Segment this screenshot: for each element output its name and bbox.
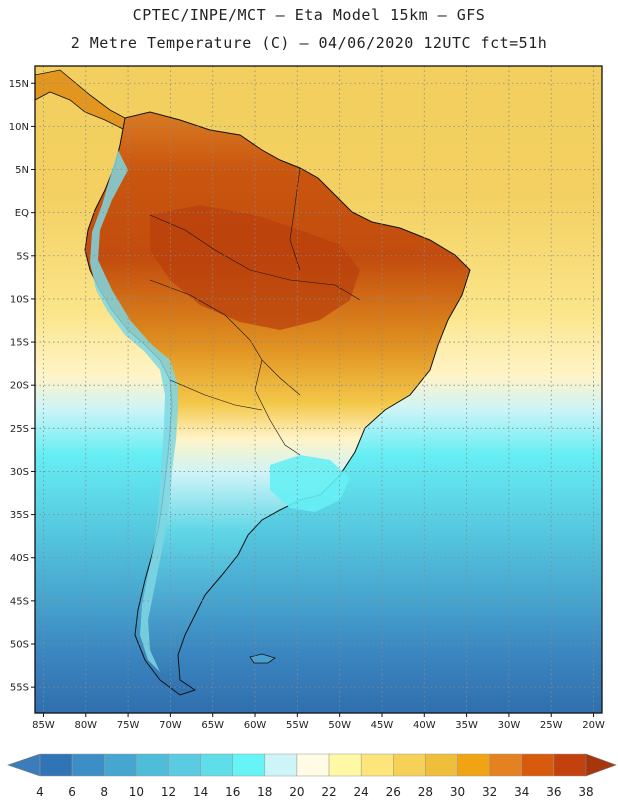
colorbar-labels: 4 6 8 10 12 14 16 18 20 22 24 26 28 30 32 34 36 38 <box>36 785 593 799</box>
andes-cool-band <box>90 150 178 672</box>
colorbar-label: 14 <box>193 785 208 799</box>
colorbar-swatch <box>360 753 394 777</box>
lon-tick-label: 70W <box>159 720 182 731</box>
colorbar-swatch <box>296 753 330 777</box>
colorbar-swatch <box>136 753 169 777</box>
colorbar-swatch <box>71 753 105 777</box>
lat-tick-label: 55S <box>10 683 29 694</box>
lat-tick-label: 10N <box>9 122 29 133</box>
lon-tick-label: 25W <box>540 720 563 731</box>
country-borders <box>149 167 361 456</box>
lat-tick-label: 35S <box>10 510 29 521</box>
colorbar-label: 28 <box>418 785 433 799</box>
lat-tick-label: 20S <box>10 381 29 392</box>
longitude-axis: 85W 80W 75W 70W 65W 60W 55W 50W 45W 40W 35W 30W 25W 2… <box>32 713 605 731</box>
colorbar-label: 34 <box>514 785 529 799</box>
colorbar-swatch <box>232 753 266 777</box>
colorbar-label: 12 <box>161 785 176 799</box>
lon-tick-label: 40W <box>413 720 436 731</box>
lon-tick-label: 85W <box>32 720 55 731</box>
colorbar-swatch <box>457 753 490 777</box>
lat-tick-label: 25S <box>10 424 29 435</box>
colorbar-swatch <box>425 753 458 777</box>
colorbar-label: 26 <box>386 785 401 799</box>
lat-tick-label: 40S <box>10 553 29 564</box>
colorbar-swatch <box>553 753 587 777</box>
colorbar <box>7 753 617 777</box>
lon-tick-label: 50W <box>328 720 351 731</box>
colorbar-label: 30 <box>450 785 465 799</box>
graticule <box>35 66 602 713</box>
colorbar-label: 4 <box>36 785 44 799</box>
colorbar-swatch <box>200 753 233 777</box>
lon-tick-label: 35W <box>455 720 478 731</box>
colorbar-swatch <box>39 753 73 777</box>
map-frame <box>34 65 603 714</box>
colorbar-label: 24 <box>354 785 369 799</box>
map-title: CPTEC/INPE/MCT — Eta Model 15km — GFS <box>132 6 486 24</box>
lat-tick-label: 50S <box>10 639 29 650</box>
colorbar-lower-extend <box>7 753 41 777</box>
colorbar-label: 18 <box>257 785 272 799</box>
colorbar-swatch <box>328 753 362 777</box>
colorbar-label: 10 <box>129 785 144 799</box>
lon-tick-label: 30W <box>498 720 521 731</box>
lon-tick-label: 55W <box>286 720 309 731</box>
colorbar-label: 16 <box>225 785 240 799</box>
temperature-field <box>35 66 602 713</box>
lon-tick-label: 45W <box>371 720 394 731</box>
colorbar-swatch <box>393 753 426 777</box>
colorbar-swatch <box>168 753 201 777</box>
colorbar-swatch <box>489 753 523 777</box>
colorbar-label: 20 <box>289 785 304 799</box>
colorbar-swatch <box>103 753 137 777</box>
lat-tick-label: EQ <box>15 208 29 219</box>
lat-tick-label: 45S <box>10 596 29 607</box>
colorbar-label: 22 <box>321 785 336 799</box>
map-subtitle: 2 Metre Temperature (C) — 04/06/2020 12U… <box>70 34 548 52</box>
colorbar-swatch <box>264 753 298 777</box>
colorbar-label: 38 <box>578 785 593 799</box>
lon-tick-label: 65W <box>201 720 224 731</box>
lat-tick-label: 15S <box>10 338 29 349</box>
latitude-axis: 15N 10N 5N EQ 5S 10S 15S 20S 25S 30S 35S 40S 45S 50S 5… <box>9 79 35 694</box>
colorbar-label: 6 <box>68 785 76 799</box>
colorbar-label: 8 <box>100 785 108 799</box>
colorbar-upper-extend <box>585 753 617 777</box>
lat-tick-label: 5S <box>16 251 29 262</box>
colorbar-label: 36 <box>546 785 561 799</box>
lat-tick-label: 5N <box>15 165 29 176</box>
colorbar-label: 32 <box>482 785 497 799</box>
uruguay-cool-area <box>270 455 350 512</box>
lon-tick-label: 60W <box>244 720 267 731</box>
lat-tick-label: 30S <box>10 467 29 478</box>
falkland-islands <box>249 653 276 664</box>
lat-tick-label: 10S <box>10 294 29 305</box>
lon-tick-label: 80W <box>74 720 97 731</box>
colorbar-swatch <box>521 753 555 777</box>
lon-tick-label: 20W <box>582 720 605 731</box>
lat-tick-label: 15N <box>9 79 29 90</box>
lon-tick-label: 75W <box>117 720 140 731</box>
